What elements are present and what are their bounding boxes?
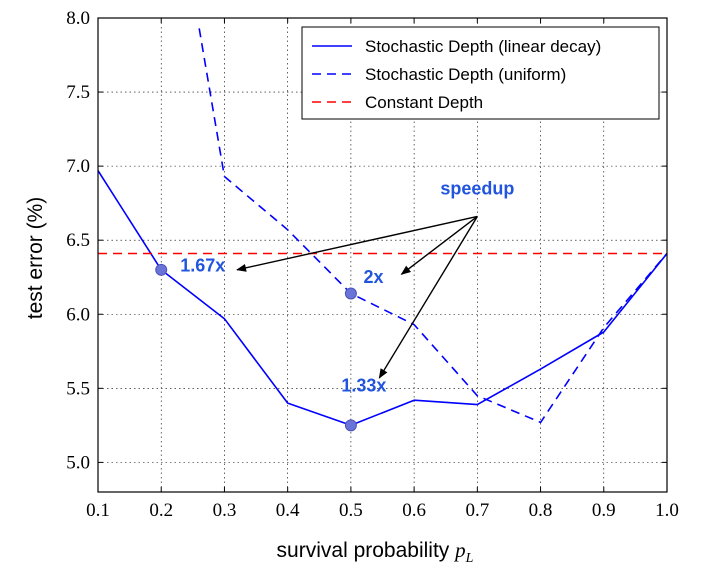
speedup-arrow xyxy=(378,216,478,379)
speedup-label: 1.67x xyxy=(180,255,225,275)
y-tick-label: 7.5 xyxy=(66,82,90,103)
x-tick-label: 0.5 xyxy=(339,500,363,521)
x-tick-label: 0.6 xyxy=(402,500,426,521)
series-line-stochastic-depth-uniform xyxy=(198,28,667,424)
data-point-marker xyxy=(155,263,168,276)
y-axis-label: test error (%) xyxy=(24,197,47,320)
speedup-label: 1.33x xyxy=(341,375,386,395)
legend: Stochastic Depth (linear decay) Stochasti… xyxy=(301,26,660,120)
speedup-arrow xyxy=(400,215,478,275)
y-tick-label: 6.0 xyxy=(66,304,90,325)
x-tick-label: 0.9 xyxy=(592,500,616,521)
x-tick-label: 0.1 xyxy=(86,500,110,521)
x-tick-label: 0.3 xyxy=(213,500,237,521)
x-axis-label: survival probability pL xyxy=(277,538,474,566)
plot-area xyxy=(98,28,667,427)
plot-frame xyxy=(97,17,668,493)
x-axis-ticks: 0.1 0.2 0.3 0.4 0.5 0.6 0.7 0.8 0.9 1.0 xyxy=(86,18,679,521)
highlight-markers xyxy=(155,263,357,432)
speedup-label: 2x xyxy=(364,267,384,287)
data-point-marker xyxy=(344,287,357,300)
y-tick-label: 7.0 xyxy=(66,156,90,177)
x-tick-label: 0.7 xyxy=(465,500,489,521)
legend-box xyxy=(301,26,660,120)
legend-entry-label: Constant Depth xyxy=(365,93,483,112)
y-tick-label: 8.0 xyxy=(66,8,90,29)
data-point-marker xyxy=(344,419,357,432)
y-tick-label: 5.5 xyxy=(66,378,90,399)
y-tick-label: 6.5 xyxy=(66,230,90,251)
x-tick-label: 0.8 xyxy=(529,500,553,521)
x-tick-label: 0.2 xyxy=(149,500,173,521)
y-tick-label: 5.0 xyxy=(66,452,90,473)
series-line-stochastic-depth-linear-decay xyxy=(98,170,667,427)
x-tick-label: 0.4 xyxy=(276,500,300,521)
speedup-annotations: speedup 1.67x 2x 1.33x xyxy=(180,178,514,395)
y-axis-ticks: 5.0 5.5 6.0 6.5 7.0 7.5 8.0 xyxy=(66,8,667,473)
legend-entry-label: Stochastic Depth (uniform) xyxy=(365,65,566,84)
speedup-arrow xyxy=(236,215,478,272)
speedup-title: speedup xyxy=(440,178,514,198)
legend-entry-label: Stochastic Depth (linear decay) xyxy=(365,37,601,56)
x-tick-label: 1.0 xyxy=(655,500,679,521)
